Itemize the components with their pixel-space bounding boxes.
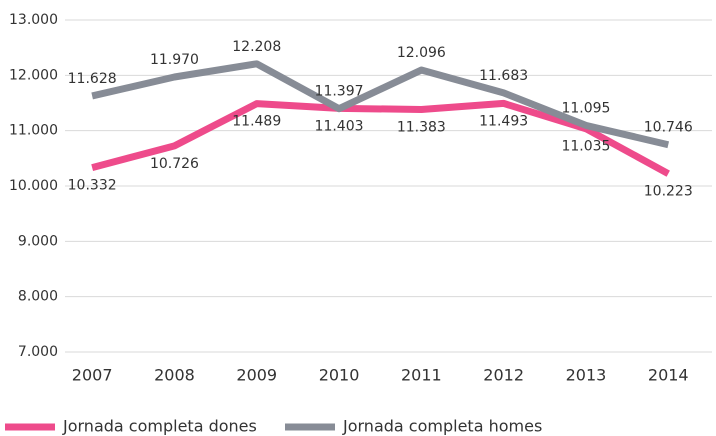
data-label: 10.746 [644, 120, 693, 136]
data-label: 10.223 [644, 184, 693, 200]
data-label: 11.397 [315, 84, 364, 100]
x-tick-label: 2010 [319, 366, 360, 385]
data-label: 11.095 [561, 100, 610, 116]
data-label: 11.493 [479, 113, 528, 129]
y-tick-label: 11.000 [9, 123, 58, 139]
data-label: 11.970 [150, 52, 199, 68]
data-label: 11.628 [68, 71, 117, 87]
x-tick-label: 2009 [236, 366, 277, 385]
y-tick-label: 9.000 [18, 233, 58, 249]
y-tick-label: 10.000 [9, 178, 58, 194]
data-label: 10.726 [150, 156, 199, 172]
y-tick-label: 8.000 [18, 289, 58, 305]
series-line [91, 60, 670, 149]
series-line [91, 99, 670, 177]
data-label: 10.332 [68, 178, 117, 194]
data-label: 12.208 [232, 39, 281, 55]
data-label: 11.683 [479, 68, 528, 84]
data-label: 11.403 [315, 118, 364, 134]
x-tick-label: 2007 [72, 366, 113, 385]
legend-label: Jornada completa homes [342, 417, 542, 436]
data-label: 11.035 [561, 139, 610, 155]
data-label: 12.096 [397, 45, 446, 61]
x-tick-label: 2013 [566, 366, 607, 385]
y-tick-label: 7.000 [18, 344, 58, 360]
data-label: 11.383 [397, 119, 446, 135]
x-tick-label: 2014 [648, 366, 689, 385]
x-tick-label: 2012 [483, 366, 524, 385]
data-label: 11.489 [232, 114, 281, 130]
x-tick-label: 2011 [401, 366, 442, 385]
legend-label: Jornada completa dones [62, 417, 257, 436]
y-tick-label: 13.000 [9, 12, 58, 28]
x-tick-label: 2008 [154, 366, 195, 385]
y-tick-label: 12.000 [9, 67, 58, 83]
